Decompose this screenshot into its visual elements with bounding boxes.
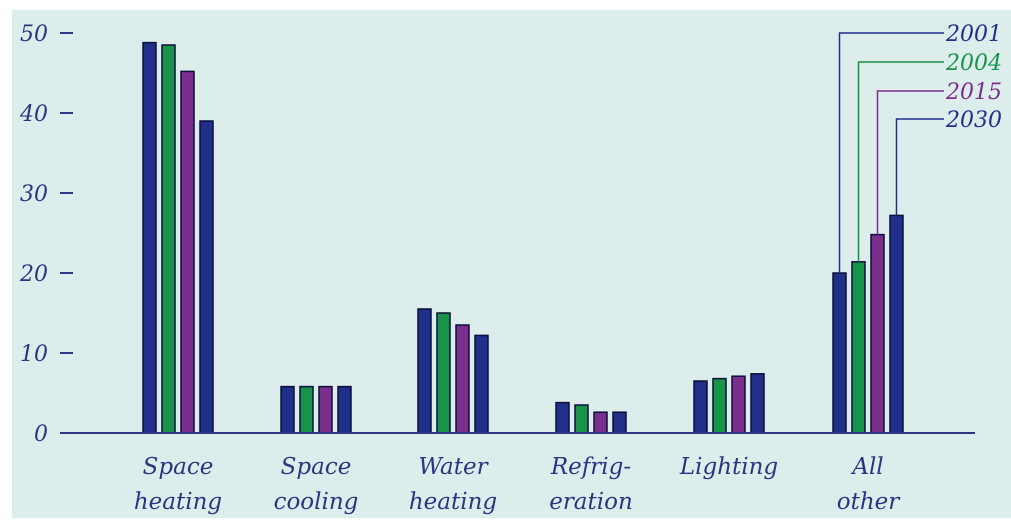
legend-leader-line <box>838 32 944 273</box>
y-axis: 0 10 20 30 40 50 <box>19 22 73 447</box>
bar-2030 <box>889 214 904 434</box>
y-tick-label: 10 <box>20 342 48 367</box>
legend-leader-line <box>895 118 944 216</box>
bar-2015 <box>731 375 746 434</box>
bar-2030 <box>474 334 489 434</box>
category-label: eration <box>549 489 633 515</box>
legend-label-2004: 2004 <box>945 51 1002 76</box>
bar-2015 <box>180 70 195 434</box>
bar-2015 <box>593 411 608 434</box>
legend-label-2001: 2001 <box>945 22 1002 47</box>
bar-2030 <box>612 411 627 434</box>
category-label: other <box>837 489 902 515</box>
bar-2004 <box>712 377 727 434</box>
bar-2004 <box>299 385 314 434</box>
bar-2004 <box>574 404 589 434</box>
bar-2030 <box>750 373 765 434</box>
bar-2015 <box>455 324 470 434</box>
legend-leader-line <box>876 90 944 235</box>
bar-2001 <box>832 272 847 434</box>
legend-label-2015: 2015 <box>945 80 1002 105</box>
category-label: Space <box>281 454 352 480</box>
y-tick-label: 50 <box>20 22 48 47</box>
bar-2015 <box>318 385 333 434</box>
category-label: All <box>850 454 883 480</box>
bar-2030 <box>199 120 214 434</box>
bar-2001 <box>555 401 570 434</box>
category-label: Refrig- <box>550 454 631 480</box>
bar-2004 <box>161 44 176 434</box>
legend-leader-line <box>857 61 944 262</box>
category-label: Water <box>418 454 489 480</box>
category-label: heating <box>409 489 497 515</box>
category-label: Space <box>143 454 214 480</box>
x-axis-labels: Space heating Space cooling Water heating Refr… <box>134 454 901 515</box>
bar-2001 <box>280 385 295 434</box>
bar-2001 <box>142 41 157 434</box>
category-label: Lighting <box>679 454 778 480</box>
bar-2004 <box>851 261 866 434</box>
y-tick-label: 40 <box>19 102 48 127</box>
category-label: heating <box>134 489 222 515</box>
category-label: cooling <box>274 489 359 515</box>
bar-2030 <box>337 385 352 434</box>
y-tick-label: 20 <box>19 262 48 287</box>
bar-2001 <box>417 308 432 434</box>
bar-2004 <box>436 312 451 434</box>
y-tick-label: 30 <box>20 182 48 207</box>
y-tick-label: 0 <box>34 422 48 447</box>
legend-label-2030: 2030 <box>945 108 1002 133</box>
bar-2001 <box>693 380 708 434</box>
bar-2015 <box>870 233 885 434</box>
legend: 2001 2004 2015 2030 <box>838 22 1002 273</box>
